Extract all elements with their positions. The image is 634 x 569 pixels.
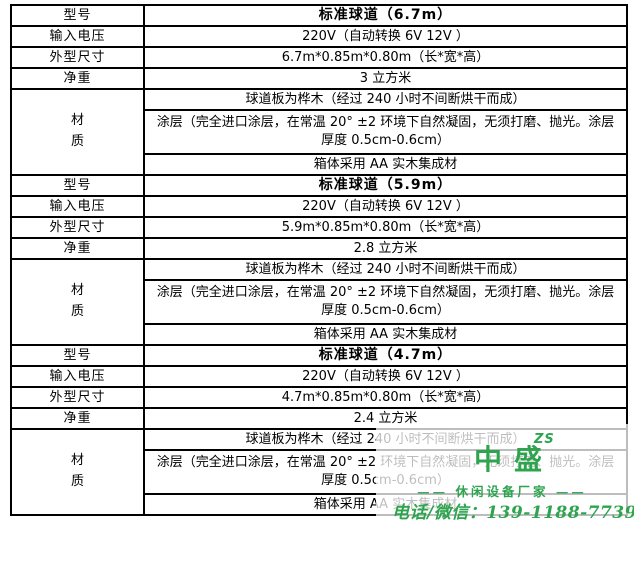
table-row: 型号 标准球道（5.9m） [10,174,628,197]
table-row: 外型尺寸 4.7m*0.85m*0.80m（长*宽*高） [10,386,628,409]
value-voltage: 220V（自动转换 6V 12V ） [143,195,628,218]
table-row: 材质 球道板为桦木（经过 240 小时不间断烘干而成） [10,88,628,176]
value-voltage: 220V（自动转换 6V 12V ） [143,25,628,48]
table-row: 涂层（完全进口涂层，在常温 20° ±2 环境下自然凝固，无须打磨、抛光。涂层厚… [11,109,628,155]
label-model: 型号 [10,4,145,27]
vendor-watermark: ZS 中盛 —— 休闲设备厂家 —— 电话/微信：139-1188-7739 [376,424,634,534]
value-dimensions: 5.9m*0.85m*0.80m（长*宽*高） [143,216,628,239]
label-weight: 净重 [10,237,145,260]
label-dimensions: 外型尺寸 [10,216,145,239]
label-weight: 净重 [10,67,145,90]
label-voltage: 输入电压 [10,25,145,48]
value-weight: 2.8 立方米 [143,237,628,260]
value-material-coating: 涂层（完全进口涂层，在常温 20° ±2 环境下自然凝固，无须打磨、抛光。涂层厚… [143,279,628,325]
table-row: 输入电压 220V（自动转换 6V 12V ） [10,365,628,388]
label-dimensions: 外型尺寸 [10,46,145,69]
value-material-box: 箱体采用 AA 实木集成材 [143,323,628,346]
label-model: 型号 [10,174,145,197]
label-material: 材质 [10,88,145,176]
watermark-zs-monogram: ZS [534,432,555,447]
material-label-text: 材质 [70,453,84,489]
value-material-board: 球道板为桦木（经过 240 小时不间断烘干而成） [143,88,628,111]
value-model: 标准球道（6.7m） [143,4,628,27]
table-row: 型号 标准球道（4.7m） [10,344,628,367]
table-row: 材质 球道板为桦木（经过 240 小时不间断烘干而成） [10,258,628,346]
watermark-brand-name: 中盛 [474,443,555,476]
table-row: 外型尺寸 6.7m*0.85m*0.80m（长*宽*高） [10,46,628,69]
value-weight: 3 立方米 [143,67,628,90]
watermark-phone-number: 电话/微信：139-1188-7739 [392,503,634,523]
label-material: 材质 [10,428,145,516]
value-dimensions: 4.7m*0.85m*0.80m（长*宽*高） [143,386,628,409]
label-voltage: 输入电压 [10,365,145,388]
value-model: 标准球道（5.9m） [143,174,628,197]
table-row: 输入电压 220V（自动转换 6V 12V ） [10,195,628,218]
table-row: 净重 3 立方米 [10,67,628,90]
value-dimensions: 6.7m*0.85m*0.80m（长*宽*高） [143,46,628,69]
watermark-tagline: —— 休闲设备厂家 —— [417,484,587,499]
label-material: 材质 [10,258,145,346]
label-weight: 净重 [10,407,145,430]
label-dimensions: 外型尺寸 [10,386,145,409]
table-row: 涂层（完全进口涂层，在常温 20° ±2 环境下自然凝固，无须打磨、抛光。涂层厚… [11,279,628,325]
value-voltage: 220V（自动转换 6V 12V ） [143,365,628,388]
value-model: 标准球道（4.7m） [143,344,628,367]
table-row: 箱体采用 AA 实木集成材 [11,153,628,176]
material-label-text: 材质 [70,113,84,149]
material-label-text: 材质 [70,283,84,319]
table-row: 型号 标准球道（6.7m） [10,4,628,27]
table-row: 输入电压 220V（自动转换 6V 12V ） [10,25,628,48]
table-row: 箱体采用 AA 实木集成材 [11,323,628,346]
label-model: 型号 [10,344,145,367]
value-material-coating: 涂层（完全进口涂层，在常温 20° ±2 环境下自然凝固，无须打磨、抛光。涂层厚… [143,109,628,155]
table-row: 净重 2.8 立方米 [10,237,628,260]
table-row: 外型尺寸 5.9m*0.85m*0.80m（长*宽*高） [10,216,628,239]
label-voltage: 输入电压 [10,195,145,218]
value-material-box: 箱体采用 AA 实木集成材 [143,153,628,176]
value-material-board: 球道板为桦木（经过 240 小时不间断烘干而成） [143,258,628,281]
